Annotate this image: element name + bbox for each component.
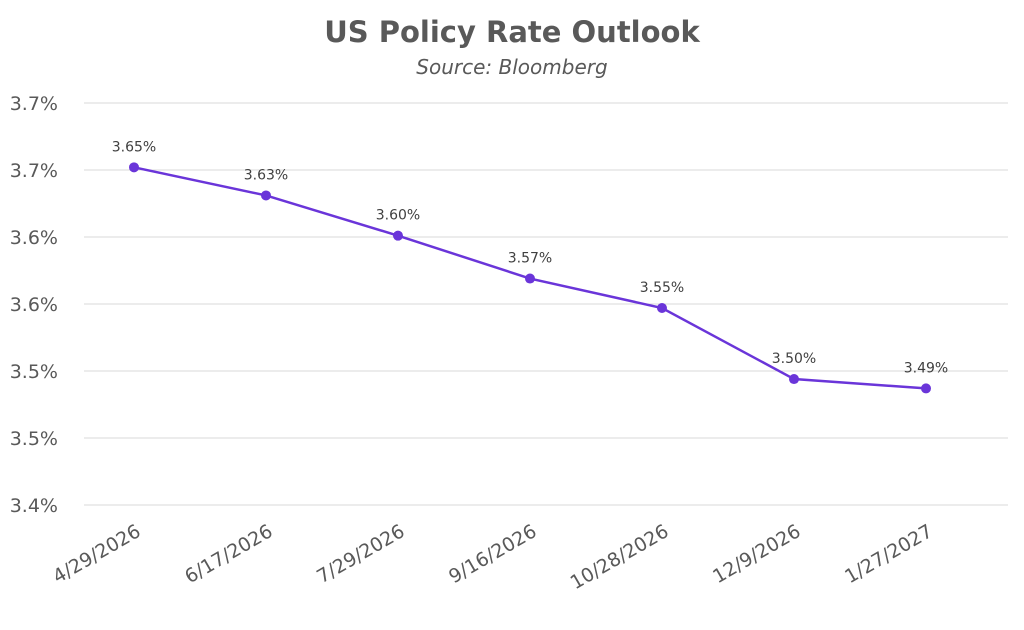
y-tick-label: 3.7% <box>10 160 58 182</box>
data-point <box>921 383 931 394</box>
chart-title: US Policy Rate Outlook <box>324 15 700 49</box>
data-label: 3.57% <box>508 251 552 267</box>
x-tick-label: 10/28/2026 <box>567 520 673 594</box>
data-label: 3.60% <box>376 208 420 224</box>
data-point <box>525 273 535 284</box>
data-point <box>789 374 799 385</box>
data-label: 3.65% <box>112 139 156 155</box>
data-point <box>393 230 403 241</box>
chart-subtitle: Source: Bloomberg <box>416 55 607 79</box>
y-tick-label: 3.7% <box>10 93 58 115</box>
data-point <box>261 190 271 201</box>
x-tick-label: 7/29/2026 <box>313 520 408 588</box>
data-label: 3.50% <box>772 351 816 367</box>
y-tick-label: 3.5% <box>10 428 58 450</box>
x-tick-label: 12/9/2026 <box>709 520 804 588</box>
x-tick-label: 4/29/2026 <box>49 520 144 588</box>
x-tick-label: 1/27/2027 <box>841 520 936 588</box>
data-label: 3.63% <box>244 167 288 183</box>
y-tick-label: 3.6% <box>10 294 58 316</box>
y-tick-label: 3.4% <box>10 495 58 517</box>
y-tick-label: 3.6% <box>10 227 58 249</box>
x-tick-label: 6/17/2026 <box>181 520 276 588</box>
y-tick-label: 3.5% <box>10 361 58 383</box>
data-label: 3.49% <box>904 360 948 376</box>
data-label: 3.55% <box>640 280 684 296</box>
data-point <box>657 303 667 314</box>
data-point <box>129 162 139 173</box>
x-tick-label: 9/16/2026 <box>445 520 540 588</box>
